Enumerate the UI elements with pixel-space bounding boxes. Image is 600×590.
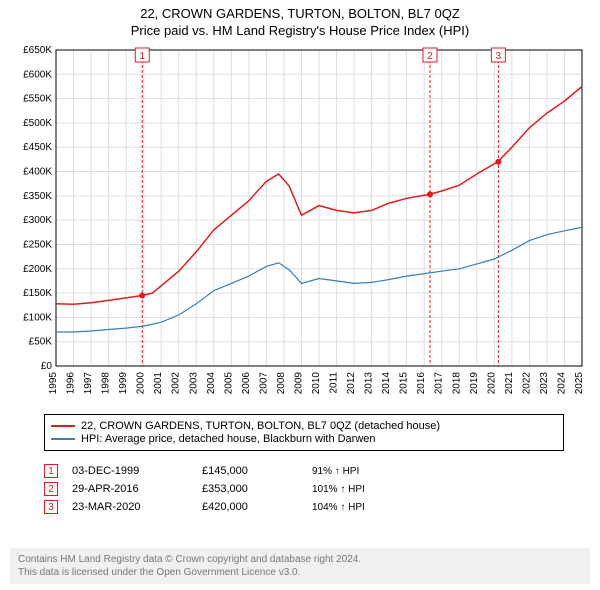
legend-swatch [51,438,75,440]
legend: 22, CROWN GARDENS, TURTON, BOLTON, BL7 0… [44,414,564,451]
svg-text:2021: 2021 [504,372,515,395]
svg-text:2008: 2008 [276,372,287,395]
legend-label: HPI: Average price, detached house, Blac… [81,433,376,445]
svg-text:2020: 2020 [486,372,497,395]
svg-text:£200K: £200K [23,264,52,275]
svg-text:£400K: £400K [23,167,52,178]
svg-text:2000: 2000 [136,372,147,395]
svg-text:2023: 2023 [539,372,550,395]
svg-text:£500K: £500K [23,118,52,129]
footer: Contains HM Land Registry data © Crown c… [10,548,590,584]
event-price: £353,000 [202,483,312,495]
svg-text:£350K: £350K [23,191,52,202]
svg-text:2: 2 [427,51,433,62]
svg-text:£300K: £300K [23,215,52,226]
event-row: 3 23-MAR-2020 £420,000 104% ↑ HPI [44,500,564,514]
legend-swatch [51,425,75,427]
event-date: 29-APR-2016 [72,483,202,495]
svg-text:1: 1 [139,51,145,62]
svg-text:2004: 2004 [206,372,217,395]
event-row: 1 03-DEC-1999 £145,000 91% ↑ HPI [44,464,564,478]
svg-text:3: 3 [496,51,502,62]
legend-label: 22, CROWN GARDENS, TURTON, BOLTON, BL7 0… [81,420,440,432]
svg-text:2009: 2009 [293,372,304,395]
svg-text:£650K: £650K [23,45,52,56]
event-hpi: 91% ↑ HPI [312,466,452,477]
svg-text:2010: 2010 [311,372,322,395]
chart: £0 £50K £100K £150K £200K £250K £300K £350K £400… [10,44,590,404]
svg-text:2022: 2022 [521,372,532,395]
event-number-box: 1 [44,464,58,478]
svg-text:2012: 2012 [346,372,357,395]
svg-text:1995: 1995 [48,372,59,395]
event-number-box: 3 [44,500,58,514]
svg-text:1998: 1998 [101,372,112,395]
event-table: 1 03-DEC-1999 £145,000 91% ↑ HPI 2 29-AP… [44,460,564,518]
svg-text:2014: 2014 [381,372,392,395]
svg-text:2015: 2015 [399,372,410,395]
svg-text:2013: 2013 [364,372,375,395]
svg-text:1997: 1997 [83,372,94,395]
svg-text:2006: 2006 [241,372,252,395]
event-date: 03-DEC-1999 [72,465,202,477]
event-date: 23-MAR-2020 [72,501,202,513]
svg-text:£550K: £550K [23,94,52,105]
svg-text:2024: 2024 [556,372,567,395]
svg-text:£100K: £100K [23,312,52,323]
title-block: 22, CROWN GARDENS, TURTON, BOLTON, BL7 0… [0,0,600,38]
legend-item: HPI: Average price, detached house, Blac… [51,433,557,445]
svg-text:1999: 1999 [118,372,129,395]
event-row: 2 29-APR-2016 £353,000 101% ↑ HPI [44,482,564,496]
svg-text:£250K: £250K [23,239,52,250]
svg-text:£150K: £150K [23,288,52,299]
svg-text:1996: 1996 [66,372,77,395]
event-number-box: 2 [44,482,58,496]
address-title: 22, CROWN GARDENS, TURTON, BOLTON, BL7 0… [0,6,600,21]
svg-text:£450K: £450K [23,142,52,153]
svg-text:2011: 2011 [329,372,340,394]
legend-item: 22, CROWN GARDENS, TURTON, BOLTON, BL7 0… [51,420,557,432]
footer-line1: Contains HM Land Registry data © Crown c… [18,553,582,566]
svg-text:2025: 2025 [574,372,585,395]
event-price: £420,000 [202,501,312,513]
svg-text:2007: 2007 [258,372,269,395]
svg-text:£600K: £600K [23,69,52,80]
svg-text:2017: 2017 [434,372,445,395]
footer-line2: This data is licensed under the Open Gov… [18,566,582,579]
svg-text:£50K: £50K [29,337,53,348]
event-price: £145,000 [202,465,312,477]
event-hpi: 104% ↑ HPI [312,502,452,513]
svg-text:2019: 2019 [469,372,480,395]
svg-text:2005: 2005 [223,372,234,395]
chart-svg: £0 £50K £100K £150K £200K £250K £300K £350K £400… [10,44,590,404]
svg-text:£0: £0 [41,361,53,372]
event-hpi: 101% ↑ HPI [312,484,452,495]
svg-text:2018: 2018 [451,372,462,395]
svg-text:2002: 2002 [171,372,182,395]
subtitle: Price paid vs. HM Land Registry's House … [0,23,600,38]
svg-text:2001: 2001 [153,372,164,395]
svg-text:2016: 2016 [416,372,427,395]
svg-text:2003: 2003 [188,372,199,395]
